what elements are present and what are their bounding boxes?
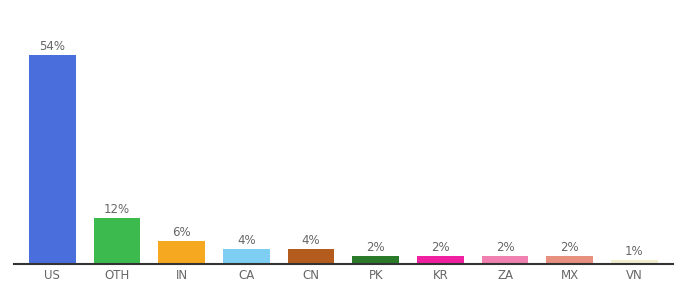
Bar bbox=[611, 260, 658, 264]
Bar bbox=[417, 256, 464, 264]
Text: 4%: 4% bbox=[237, 234, 256, 247]
Text: 2%: 2% bbox=[560, 241, 579, 254]
Text: 2%: 2% bbox=[431, 241, 449, 254]
Text: 1%: 1% bbox=[625, 245, 644, 258]
Text: 4%: 4% bbox=[302, 234, 320, 247]
Bar bbox=[482, 256, 528, 264]
Text: 6%: 6% bbox=[173, 226, 191, 239]
Bar bbox=[94, 218, 140, 264]
Bar bbox=[288, 248, 335, 264]
Bar bbox=[223, 248, 270, 264]
Text: 2%: 2% bbox=[496, 241, 514, 254]
Bar bbox=[352, 256, 399, 264]
Bar bbox=[547, 256, 593, 264]
Text: 12%: 12% bbox=[104, 202, 130, 216]
Bar bbox=[158, 241, 205, 264]
Text: 2%: 2% bbox=[367, 241, 385, 254]
Bar bbox=[29, 55, 75, 264]
Text: 54%: 54% bbox=[39, 40, 65, 53]
